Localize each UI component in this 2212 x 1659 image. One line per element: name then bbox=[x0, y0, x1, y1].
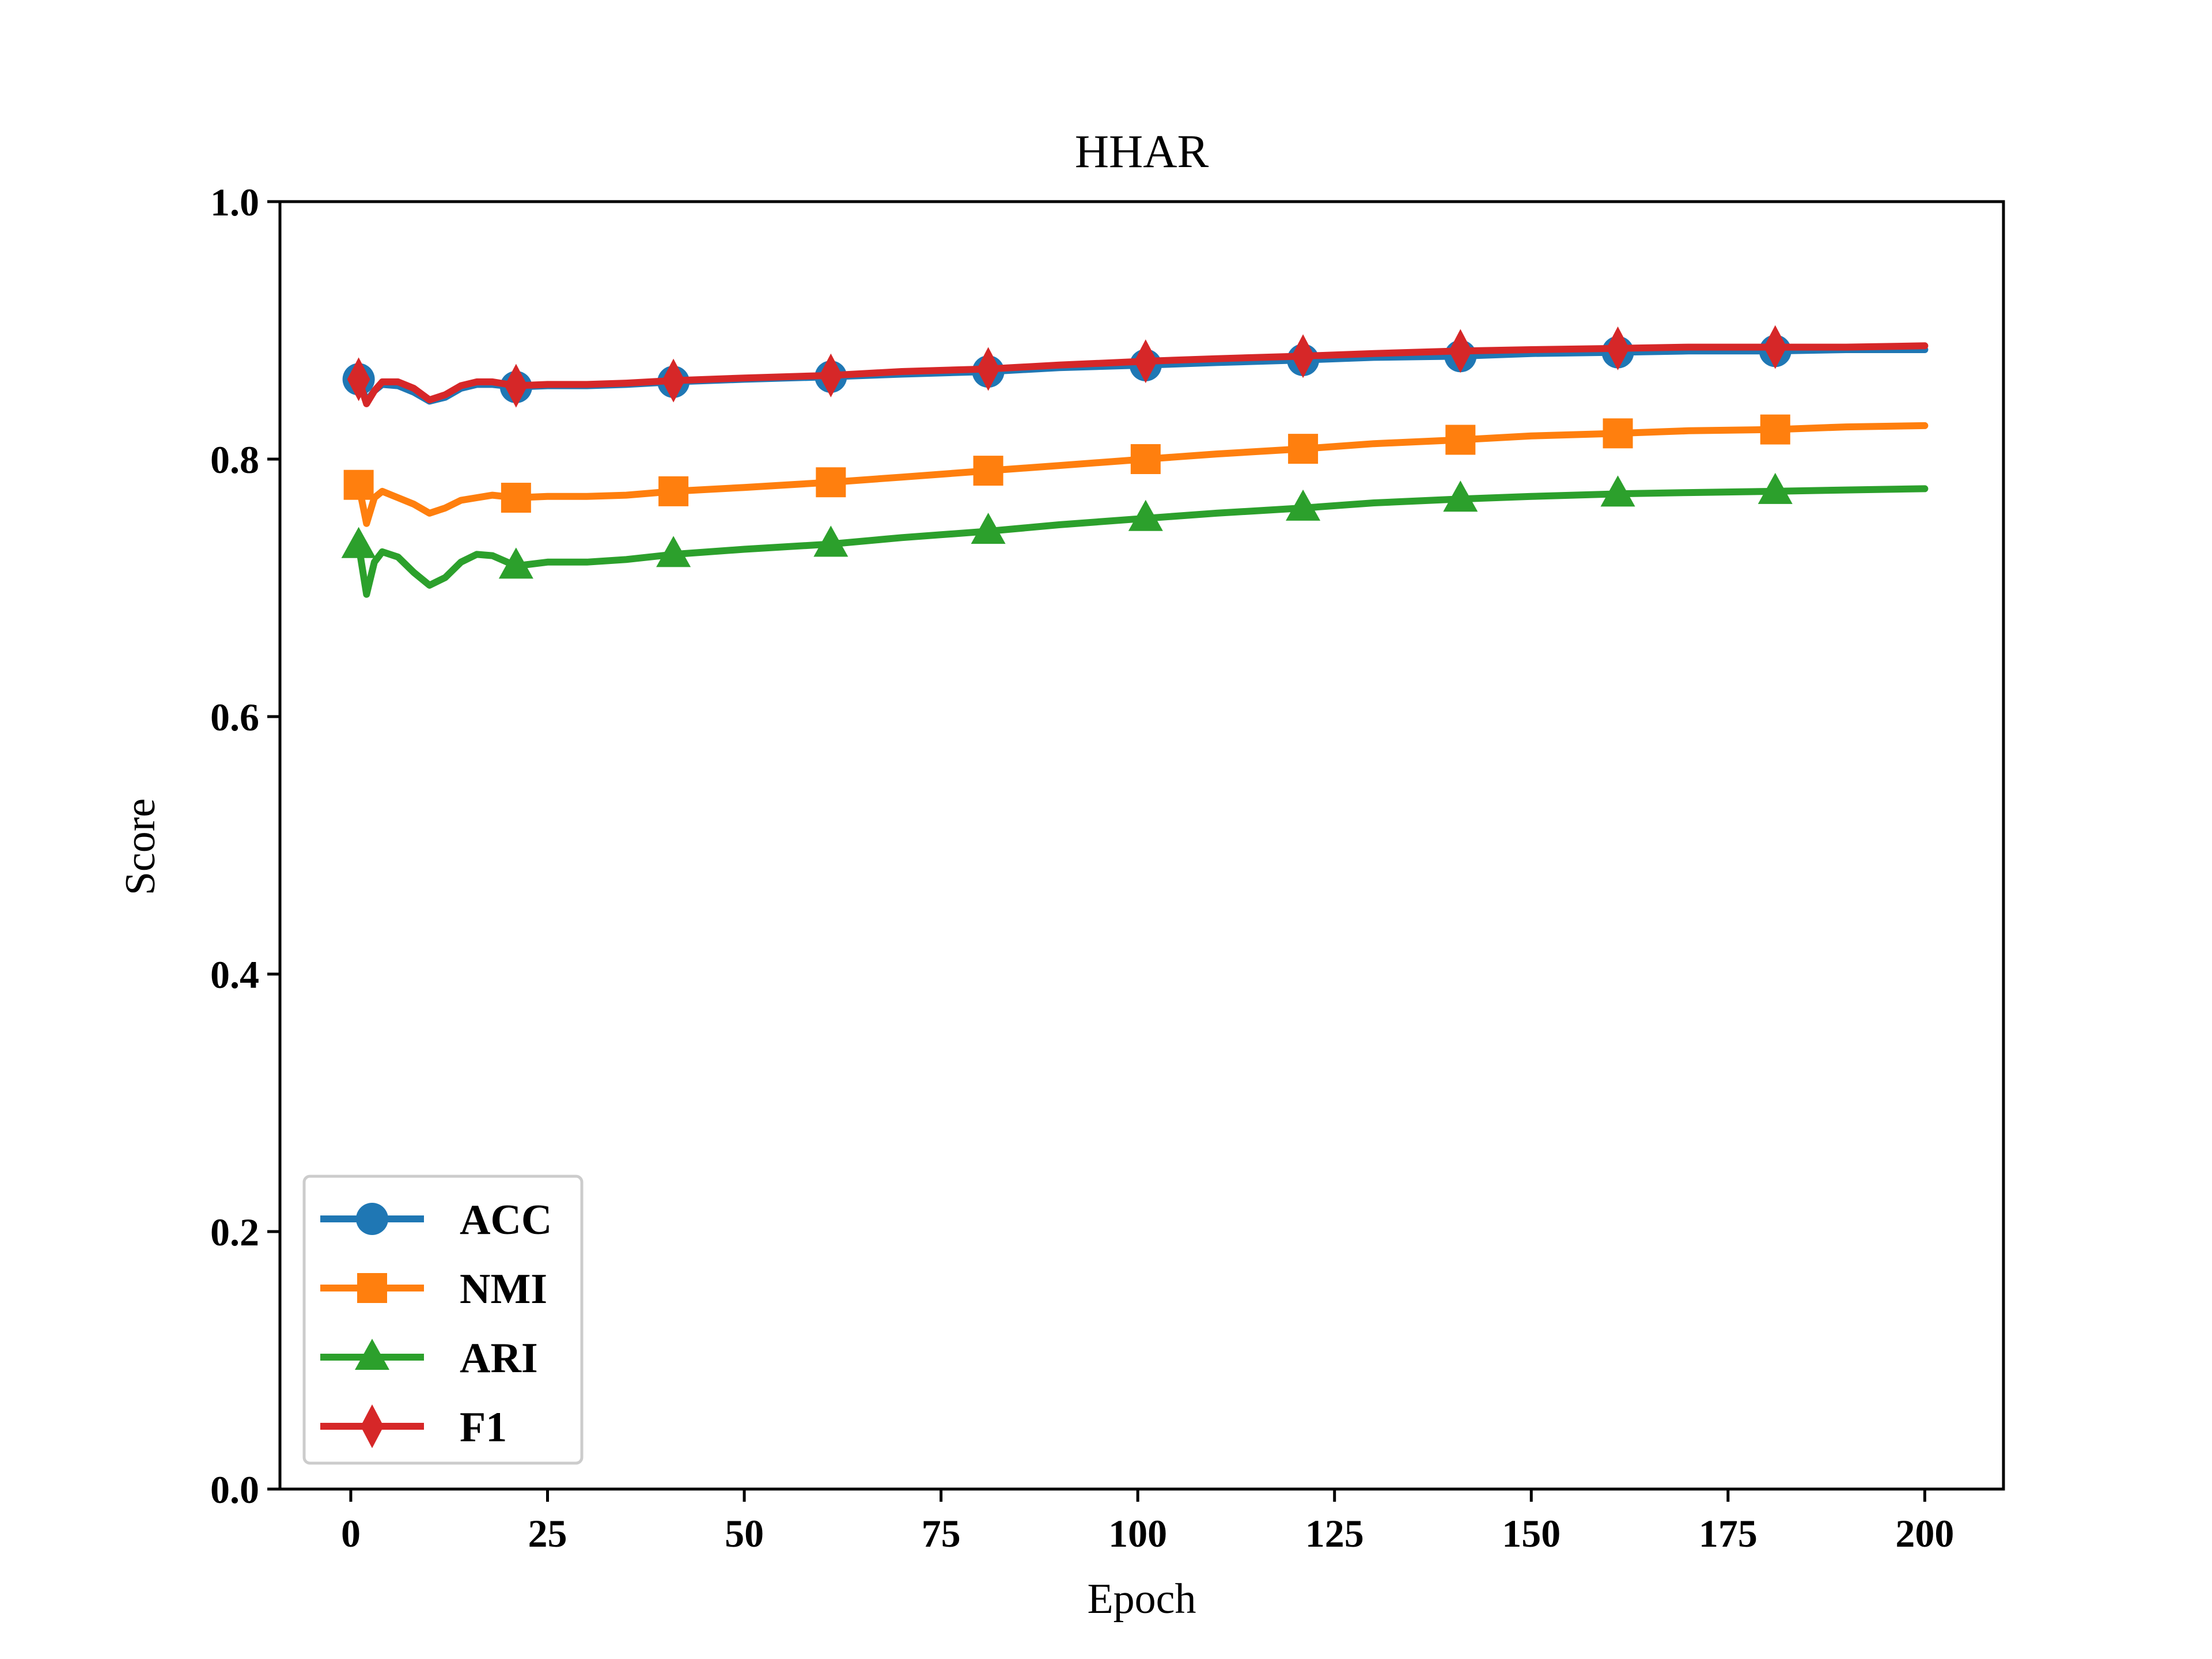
data-point-nmi bbox=[816, 467, 846, 498]
data-point-f1 bbox=[976, 347, 1000, 391]
series-f1 bbox=[347, 325, 1929, 408]
x-tick-label: 175 bbox=[1699, 1512, 1758, 1555]
legend-label-f1: F1 bbox=[460, 1404, 507, 1451]
data-point-nmi bbox=[1760, 414, 1790, 445]
y-tick-label: 0.0 bbox=[210, 1468, 259, 1512]
y-tick-label: 1.0 bbox=[210, 180, 259, 224]
x-tick-label: 50 bbox=[725, 1512, 764, 1555]
data-point-f1 bbox=[504, 363, 528, 408]
data-point-ari bbox=[813, 525, 849, 557]
legend-label-ari: ARI bbox=[460, 1335, 538, 1382]
data-point-ari bbox=[1758, 472, 1793, 504]
data-point-f1 bbox=[1606, 326, 1630, 370]
legend-item-nmi: NMI bbox=[320, 1266, 547, 1313]
x-tick-label: 150 bbox=[1502, 1512, 1560, 1555]
data-point-ari bbox=[1600, 475, 1635, 507]
legend-marker-ari bbox=[355, 1339, 389, 1370]
data-point-nmi bbox=[501, 483, 531, 513]
data-point-ari bbox=[971, 513, 1006, 544]
data-point-f1 bbox=[1763, 325, 1787, 369]
data-point-ari bbox=[498, 547, 533, 579]
plot-frame bbox=[278, 200, 2005, 1491]
data-point-nmi bbox=[1288, 434, 1319, 464]
data-point-f1 bbox=[1291, 334, 1315, 378]
data-point-nmi bbox=[973, 456, 1003, 486]
data-point-ari bbox=[1443, 480, 1478, 512]
x-tick-label: 125 bbox=[1305, 1512, 1364, 1555]
data-point-f1 bbox=[662, 358, 685, 403]
legend-item-f1: F1 bbox=[320, 1404, 507, 1451]
legend-item-acc: ACC bbox=[320, 1196, 552, 1244]
x-tick-label: 75 bbox=[922, 1512, 961, 1555]
series-line-f1 bbox=[355, 342, 1929, 407]
data-point-nmi bbox=[1603, 418, 1633, 449]
x-axis-label: Epoch bbox=[1087, 1575, 1196, 1623]
series-ari bbox=[341, 472, 1929, 598]
series-line-nmi bbox=[355, 422, 1929, 527]
data-point-nmi bbox=[343, 469, 374, 500]
data-point-ari bbox=[1128, 499, 1163, 531]
data-point-ari bbox=[656, 536, 691, 567]
legend: ACC NMI ARI F1 bbox=[302, 1175, 584, 1465]
series-line-ari bbox=[355, 485, 1929, 598]
data-point-nmi bbox=[1130, 444, 1161, 474]
data-point-f1 bbox=[347, 357, 370, 402]
series-layer bbox=[341, 325, 1929, 598]
legend-frame bbox=[302, 1175, 584, 1465]
y-tick-label: 0.2 bbox=[210, 1210, 259, 1254]
legend-label-acc: ACC bbox=[460, 1196, 552, 1244]
legend-item-ari: ARI bbox=[320, 1335, 538, 1382]
legend-label-nmi: NMI bbox=[460, 1266, 547, 1313]
data-point-f1 bbox=[819, 353, 843, 397]
legend-marker-nmi bbox=[357, 1273, 387, 1303]
y-tick-label: 0.6 bbox=[210, 695, 259, 739]
data-point-nmi bbox=[1445, 425, 1476, 455]
y-tick-label: 0.8 bbox=[210, 438, 259, 482]
x-tick-label: 100 bbox=[1108, 1512, 1167, 1555]
data-point-f1 bbox=[1449, 329, 1472, 373]
data-point-f1 bbox=[1134, 339, 1157, 384]
data-point-nmi bbox=[658, 476, 689, 506]
data-point-ari bbox=[1286, 489, 1321, 521]
axes: 0 25 50 75 100 125 150 175 200 0.0 0.2 0.4 0.6 0.8 1.0 bbox=[210, 180, 2005, 1555]
series-nmi bbox=[343, 414, 1929, 527]
x-tick-label: 25 bbox=[528, 1512, 567, 1555]
x-tick-label: 0 bbox=[341, 1512, 361, 1555]
y-tick-label: 0.4 bbox=[210, 953, 259, 997]
data-point-ari bbox=[341, 527, 376, 558]
chart-title: HHAR bbox=[1075, 125, 1209, 177]
y-axis-label: Score bbox=[117, 798, 164, 896]
legend-marker-f1 bbox=[361, 1404, 384, 1448]
legend-marker-acc bbox=[356, 1203, 388, 1235]
x-tick-label: 200 bbox=[1895, 1512, 1954, 1555]
